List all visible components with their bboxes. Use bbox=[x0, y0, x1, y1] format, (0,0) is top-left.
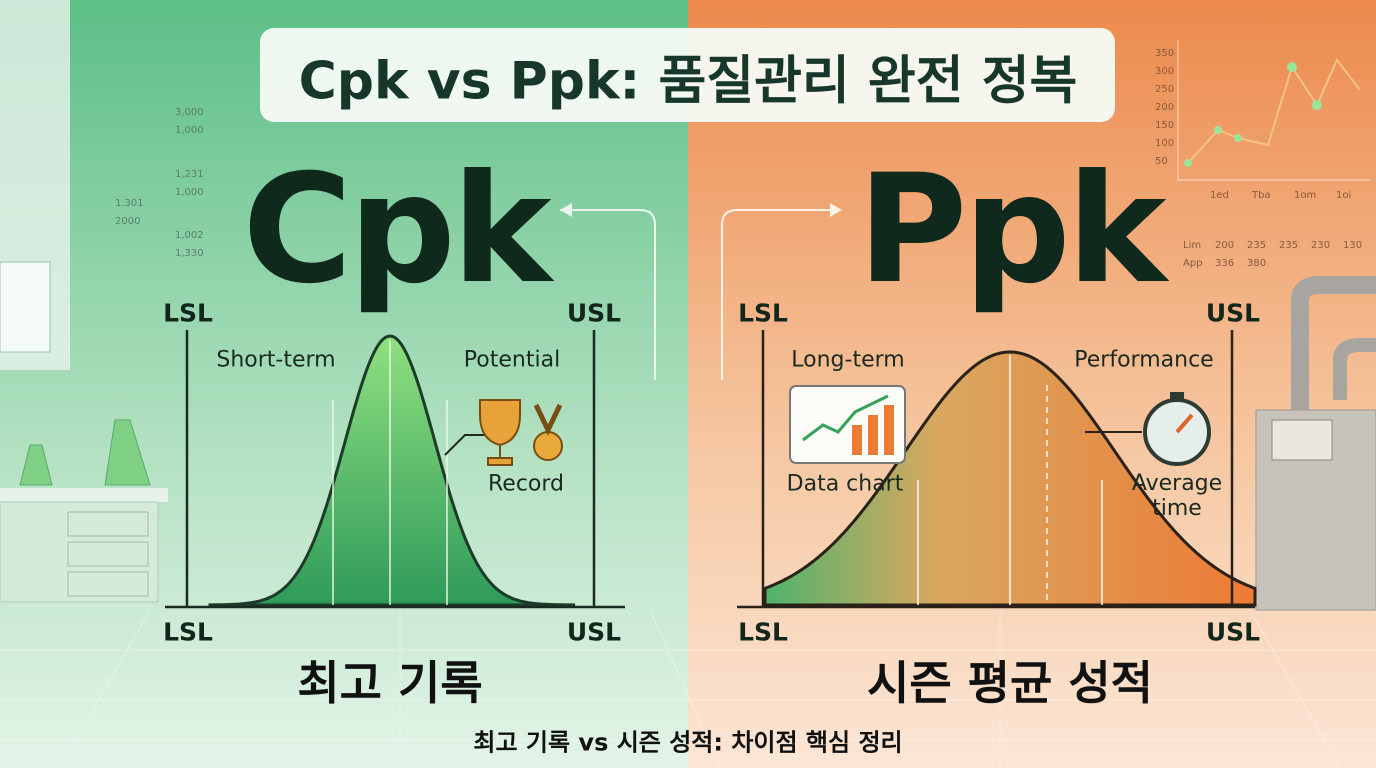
curve-label: Potential bbox=[463, 347, 561, 373]
decor-number: 2000 bbox=[115, 216, 141, 227]
decor-number: 1,330 bbox=[175, 248, 204, 259]
decor-number: 380 bbox=[1247, 258, 1267, 269]
icon-label: Data chart bbox=[786, 471, 904, 497]
heading: Cpk bbox=[242, 143, 551, 317]
decor-number: 230 bbox=[1311, 240, 1331, 251]
icon-label: Average time bbox=[1131, 471, 1223, 521]
decor-number: 150 bbox=[1155, 120, 1175, 131]
usl-label: USL bbox=[1205, 298, 1261, 328]
curve-label: Short-term bbox=[216, 347, 336, 373]
footer: 최고 기록 vs 시즌 성적: 차이점 핵심 정리 bbox=[473, 728, 903, 757]
lsl-label: LSL bbox=[163, 617, 213, 647]
decor-number: 350 bbox=[1155, 48, 1175, 59]
usl-label: USL bbox=[566, 298, 622, 328]
heading: Ppk bbox=[857, 143, 1166, 317]
decor-number: 300 bbox=[1155, 66, 1175, 77]
decor-number: 1,231 bbox=[175, 169, 204, 180]
lsl-label: LSL bbox=[738, 298, 788, 328]
decor-number: 235 bbox=[1247, 240, 1267, 251]
decor-number: 1oi bbox=[1336, 190, 1352, 201]
decor-number: 1.301 bbox=[115, 198, 144, 209]
decor-number: 1,002 bbox=[175, 230, 204, 241]
decor-number: 50 bbox=[1155, 156, 1168, 167]
curve-label: Performance bbox=[1074, 347, 1214, 373]
usl-label: USL bbox=[566, 617, 622, 647]
decor-number: App bbox=[1183, 258, 1203, 269]
icon-label: Record bbox=[487, 471, 565, 497]
decor-number: 1,000 bbox=[175, 125, 204, 136]
decor-number: 1,000 bbox=[175, 187, 204, 198]
decor-number: 200 bbox=[1155, 102, 1175, 113]
decor-number: 3,000 bbox=[175, 107, 204, 118]
caption: 최고 기록 bbox=[297, 656, 483, 710]
decor-number: 130 bbox=[1343, 240, 1363, 251]
lsl-label: LSL bbox=[163, 298, 213, 328]
decor-number: 200 bbox=[1215, 240, 1235, 251]
caption: 시즌 평균 성적 bbox=[867, 656, 1153, 710]
decor-number: 1ed bbox=[1210, 190, 1229, 201]
decor-number: 235 bbox=[1279, 240, 1299, 251]
decor-number: Tba bbox=[1252, 190, 1271, 201]
usl-label: USL bbox=[1205, 617, 1261, 647]
curve-label: Long-term bbox=[791, 347, 905, 373]
decor-number: 1om bbox=[1294, 190, 1317, 201]
title: Cpk vs Ppk: 품질관리 완전 정복 bbox=[298, 51, 1078, 112]
decor-number: 100 bbox=[1155, 138, 1175, 149]
decor-number: 250 bbox=[1155, 84, 1175, 95]
decor-number: 336 bbox=[1215, 258, 1235, 269]
decor-number: Lim bbox=[1183, 240, 1202, 251]
lsl-label: LSL bbox=[738, 617, 788, 647]
